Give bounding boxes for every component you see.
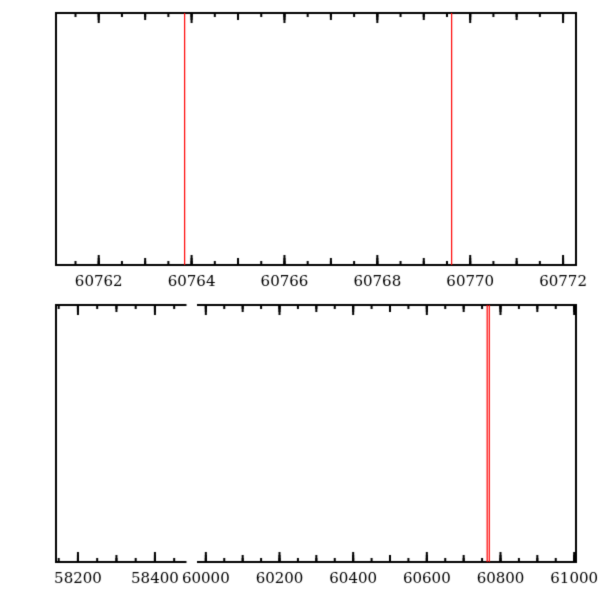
full-light-curve-panel (0, 300, 600, 600)
zoomed-light-curve-panel (0, 0, 600, 300)
